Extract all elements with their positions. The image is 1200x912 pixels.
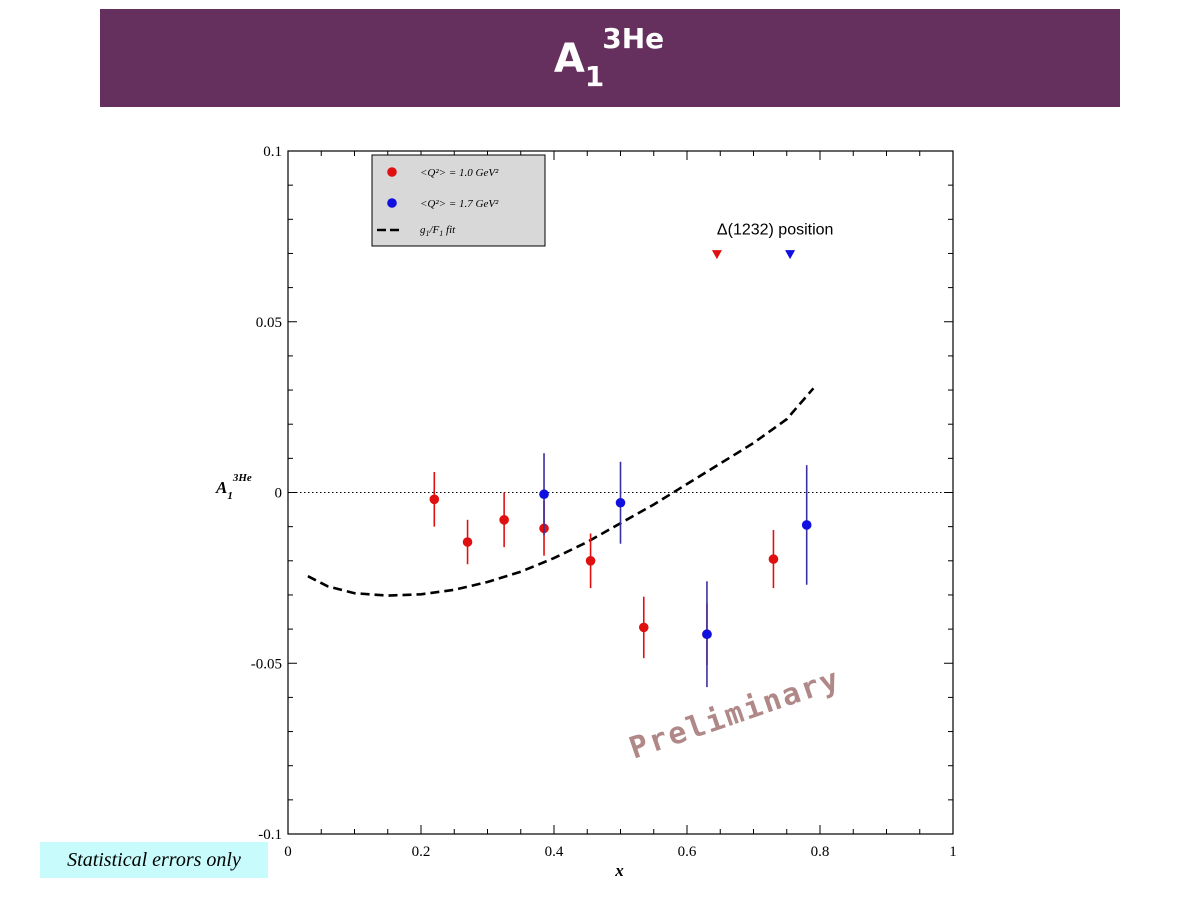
y-axis-label-sub: 1 [227, 490, 233, 502]
y-axis-label-sup: 3He [232, 472, 252, 484]
data-point [539, 489, 549, 500]
data-point [429, 494, 440, 505]
slide-title: A1 3He [100, 22, 1120, 93]
x-tick-label: 0.6 [678, 844, 697, 860]
legend-marker [387, 198, 397, 208]
data-point [499, 515, 509, 525]
y-tick-label: -0.1 [258, 827, 282, 843]
data-point [702, 629, 712, 640]
legend: <Q²> = 1.0 GeV² <Q²> = 1.7 GeV² g1/F1 fit [371, 154, 546, 247]
data-point [801, 520, 812, 530]
y-tick-label: -0.05 [251, 656, 282, 672]
data-point [615, 497, 626, 508]
legend-marker [387, 167, 397, 177]
title-subscript: 1 [584, 60, 605, 93]
x-axis-label: x [614, 861, 624, 880]
legend-label: <Q²> = 1.0 GeV² [420, 167, 499, 179]
data-point [768, 554, 779, 564]
title-superscript: 3He [602, 22, 665, 55]
y-tick-label: 0.1 [263, 144, 282, 160]
data-point [462, 537, 473, 547]
x-tick-label: 0 [284, 844, 292, 860]
data-point [585, 556, 596, 566]
y-tick-label: 0.05 [256, 315, 282, 331]
series-q2-1.7 [539, 453, 812, 688]
title-main: A [553, 36, 585, 82]
title-banner: A1 3He [100, 9, 1120, 107]
x-tick-label: 1 [949, 844, 957, 860]
statistical-errors-note: Statistical errors only [40, 842, 268, 878]
legend-label: g1/F1 fit [420, 224, 456, 238]
data-point [638, 622, 649, 633]
x-tick-label: 0.4 [545, 844, 564, 860]
delta-marker [785, 250, 796, 260]
x-tick-label: 0.2 [412, 844, 431, 860]
y-axis-label-main: A [216, 478, 228, 497]
y-axis-label: A1 3He [216, 472, 252, 502]
legend-box [371, 154, 546, 247]
delta-annotation: Δ(1232) position [717, 222, 834, 239]
x-tick-label: 0.8 [811, 844, 830, 860]
fit-curve [307, 387, 815, 597]
legend-label: <Q²> = 1.7 GeV² [420, 198, 499, 210]
delta-marker [711, 250, 722, 260]
y-tick-label: 0 [275, 486, 283, 502]
